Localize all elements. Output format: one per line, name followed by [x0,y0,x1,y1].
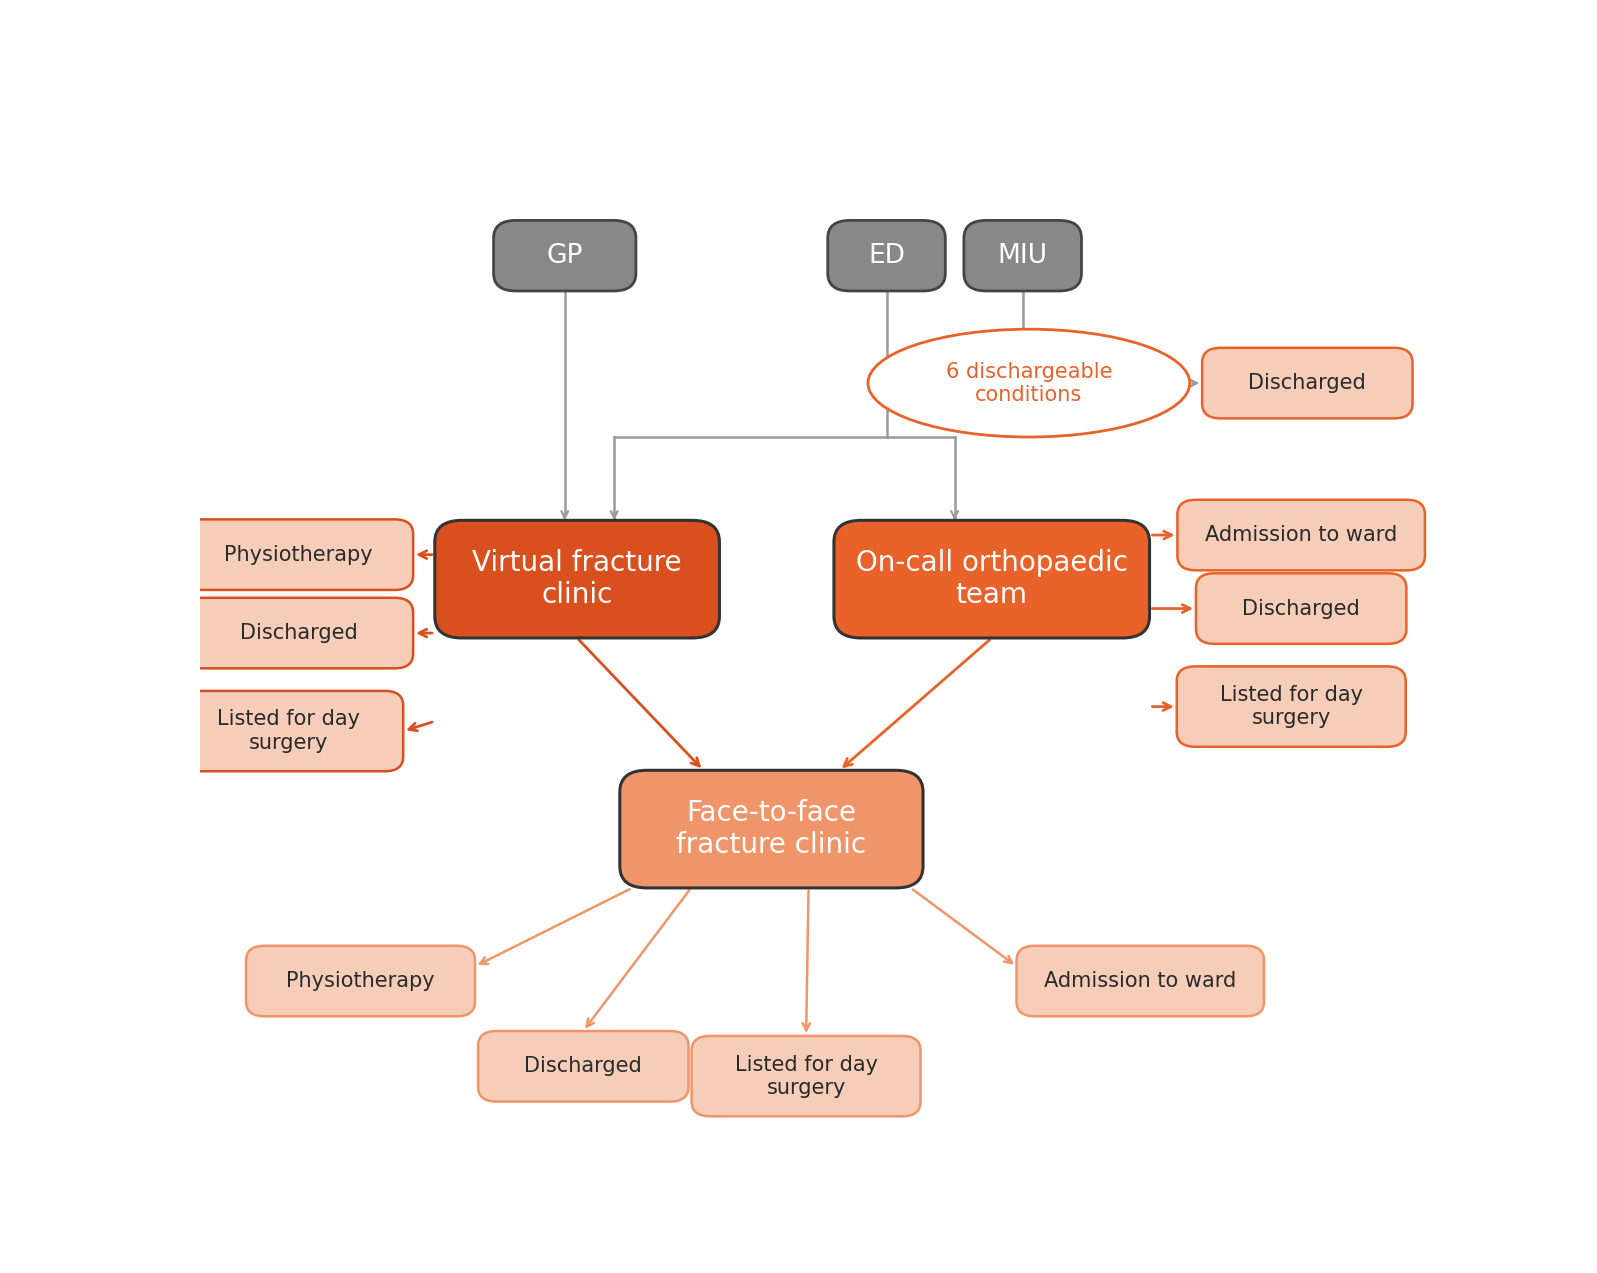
Text: Discharged: Discharged [1249,373,1365,393]
Ellipse shape [869,330,1190,437]
FancyBboxPatch shape [1203,348,1413,419]
FancyBboxPatch shape [834,521,1150,638]
Text: Discharged: Discharged [240,622,358,643]
FancyBboxPatch shape [434,521,719,638]
Text: ED: ED [869,243,905,269]
Text: Listed for day
surgery: Listed for day surgery [1220,685,1362,728]
FancyBboxPatch shape [478,1031,688,1101]
Text: Admission to ward: Admission to ward [1044,971,1236,992]
Text: Virtual fracture
clinic: Virtual fracture clinic [473,549,682,610]
Text: Face-to-face
fracture clinic: Face-to-face fracture clinic [677,799,867,859]
Text: Listed for day
surgery: Listed for day surgery [217,709,361,752]
FancyBboxPatch shape [965,220,1081,292]
FancyBboxPatch shape [184,519,414,589]
Text: GP: GP [546,243,583,269]
Text: Discharged: Discharged [524,1057,642,1076]
Text: On-call orthopaedic
team: On-call orthopaedic team [856,549,1127,610]
FancyBboxPatch shape [620,770,923,889]
FancyBboxPatch shape [493,220,636,292]
FancyBboxPatch shape [1177,666,1405,747]
Text: Admission to ward: Admission to ward [1206,524,1397,545]
FancyBboxPatch shape [1177,500,1425,570]
Text: MIU: MIU [998,243,1048,269]
FancyBboxPatch shape [184,598,414,668]
Text: Discharged: Discharged [1242,598,1361,619]
FancyBboxPatch shape [692,1036,920,1116]
FancyBboxPatch shape [1196,573,1407,644]
Text: Physiotherapy: Physiotherapy [286,971,434,992]
FancyBboxPatch shape [827,220,945,292]
Text: Physiotherapy: Physiotherapy [224,545,374,565]
Text: 6 dischargeable
conditions: 6 dischargeable conditions [945,362,1112,405]
FancyBboxPatch shape [174,691,402,771]
Text: Listed for day
surgery: Listed for day surgery [735,1054,878,1097]
FancyBboxPatch shape [1016,946,1265,1016]
FancyBboxPatch shape [246,946,474,1016]
